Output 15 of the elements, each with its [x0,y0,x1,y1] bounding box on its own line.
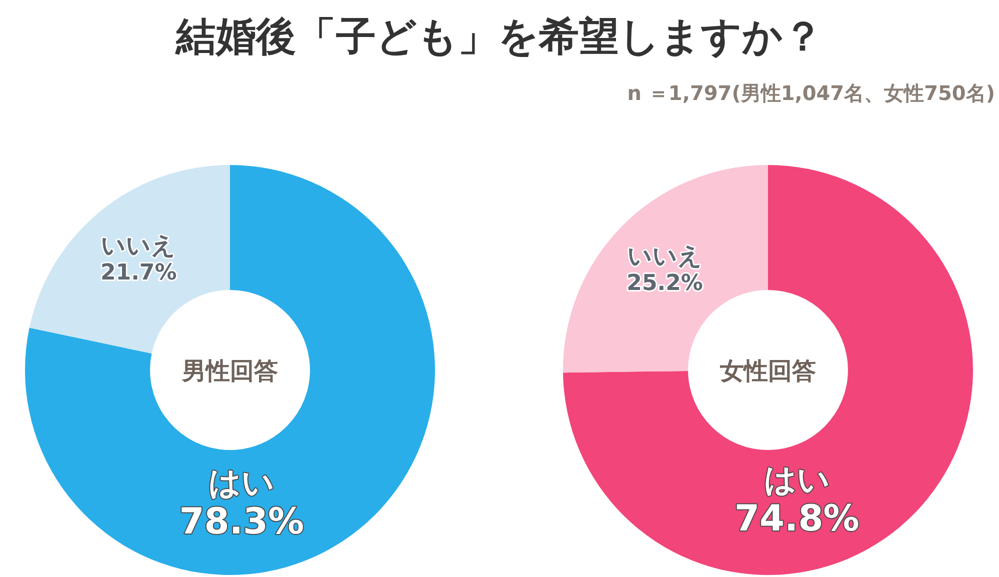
slice-label: いいえ [627,242,702,270]
text: 結婚後「子ども」を希望しますか？ [175,14,823,60]
slice-label: はい [764,460,830,499]
donut-slice [563,165,973,575]
data-label: 25.2% [626,271,703,296]
donut-slice [29,165,230,354]
text: 女性回答 [719,357,816,385]
text: n ＝1,797(男性1,047名、女性750名) [627,81,995,105]
data-label: 78.3% [179,501,304,542]
text: 男性回答 [181,357,278,385]
data-label: 74.8% [734,498,860,540]
slice-label: いいえ [101,231,176,260]
slice-label: はい [208,463,275,502]
data-label: 21.7% [100,260,177,286]
donut-slice [25,165,435,575]
